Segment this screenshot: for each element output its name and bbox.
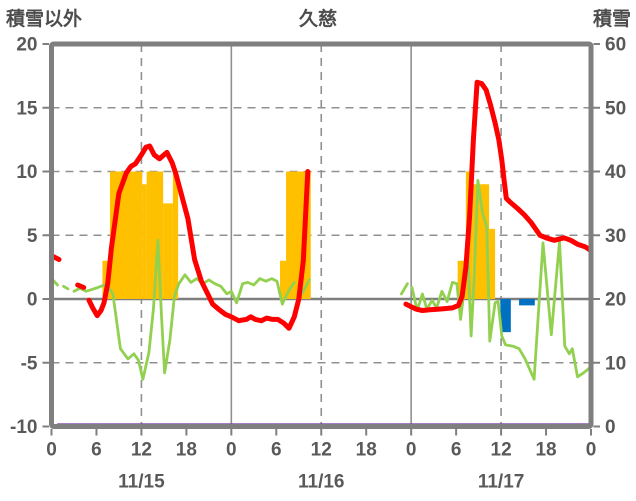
x-axis-hour-label: 0 [46,440,57,461]
x-axis-hour-label: 12 [131,440,152,461]
orange-bars-bar [163,203,173,299]
x-axis-hour-label: 0 [406,440,417,461]
orange-bars-bar [280,260,287,299]
x-axis-hour-label: 18 [356,440,377,461]
right-axis-tick-label: 0 [605,417,616,438]
x-axis-hour-label: 18 [176,440,197,461]
left-axis-title: 積雪以外 [6,9,83,30]
x-axis-date-label: 11/15 [118,472,165,493]
chart-title: 久慈 [298,9,337,30]
plot-border [49,41,594,429]
right-axis-tick-label: 20 [605,290,626,311]
x-axis-hour-label: 12 [491,440,512,461]
orange-bars-bar [172,171,179,299]
left-axis-tick-label: 10 [16,162,37,183]
right-axis-tick-label: 30 [605,226,626,247]
right-axis-tick-label: 40 [605,162,626,183]
x-axis-date-label: 11/17 [478,472,525,493]
x-axis-hour-label: 0 [226,440,237,461]
x-axis-hour-label: 6 [451,440,462,461]
x-axis-hour-label: 6 [91,440,102,461]
red-line-series [75,282,87,290]
green-line-series [72,238,296,381]
x-axis-hour-label: 12 [311,440,332,461]
left-axis-tick-label: 15 [16,98,38,119]
orange-bars-bar [489,228,496,299]
left-axis-tick-label: 5 [27,226,38,247]
left-axis-tick-label: -5 [21,353,38,374]
green-line-series [62,284,70,291]
right-axis-title: 積雪 [592,9,631,30]
red-line-series [403,79,594,313]
blue-bars-bar [500,299,511,333]
left-axis-tick-label: 0 [27,290,38,311]
blue-bars-bar [519,299,535,306]
green-line-series [410,178,591,381]
right-axis-tick-label: 60 [605,35,626,56]
x-axis-date-label: 11/16 [298,472,345,493]
x-axis-hour-label: 0 [586,440,597,461]
x-axis-hour-label: 18 [535,440,556,461]
green-line-series [300,278,311,296]
red-line-series [86,143,311,331]
right-axis-tick-label: 50 [605,98,626,119]
x-axis-hour-label: 6 [271,440,282,461]
right-axis-tick-label: 10 [605,353,626,374]
left-axis-tick-label: -10 [10,417,37,438]
orange-bars-bar [142,184,147,299]
left-axis-tick-label: 20 [16,35,37,56]
green-line-series [399,282,409,296]
